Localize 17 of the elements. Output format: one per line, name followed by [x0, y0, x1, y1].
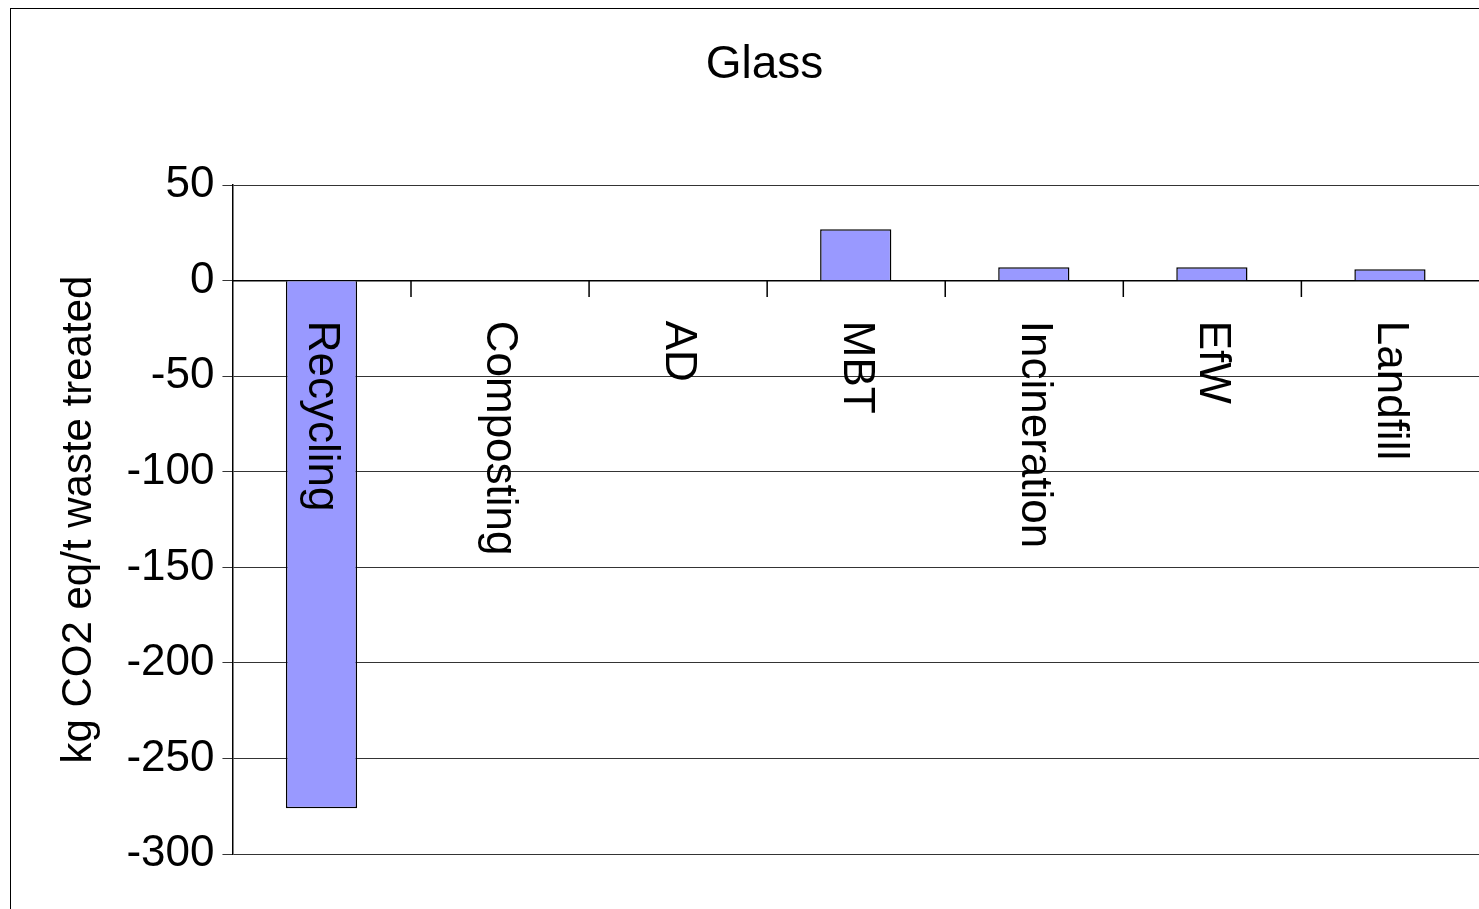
- y-tick-label: -250: [126, 730, 215, 780]
- x-tick-label: EfW: [1190, 320, 1240, 405]
- y-axis-title: kg CO2 eq/t waste treated: [52, 275, 100, 764]
- x-tick-label: Incineration: [1012, 320, 1062, 549]
- x-tick-label: Composting: [478, 320, 528, 556]
- chart-title: Glass: [705, 36, 824, 89]
- y-tick-label: -50: [150, 348, 215, 398]
- x-tick-label: Landfill: [1368, 320, 1418, 461]
- y-tick-label: -300: [126, 826, 215, 876]
- x-tick-label: Recycling: [300, 320, 350, 512]
- y-tick-label: -100: [126, 443, 215, 493]
- y-tick-label: -150: [126, 539, 215, 589]
- x-tick-label: MBT: [834, 320, 884, 414]
- y-tick-label: 50: [165, 157, 215, 207]
- y-tick-label: -200: [126, 635, 215, 685]
- y-tick-label: 0: [189, 252, 215, 302]
- x-tick-label: AD: [656, 320, 706, 382]
